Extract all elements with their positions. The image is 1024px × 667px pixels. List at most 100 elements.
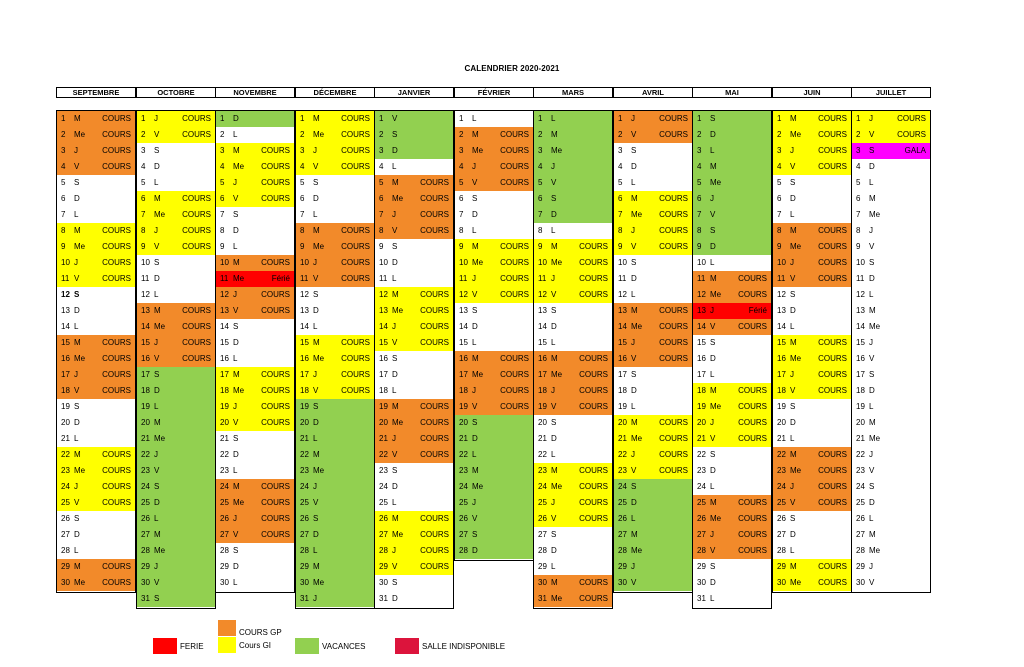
weekday-label: D <box>154 162 160 171</box>
weekday-label: L <box>154 290 159 299</box>
day-status-label: COURS <box>500 274 529 283</box>
day-number: 2 <box>697 130 702 139</box>
weekday-label: J <box>233 514 237 523</box>
day-cell: 26 S <box>57 511 135 527</box>
weekday-label: V <box>233 194 239 203</box>
day-cell: 14 Me COURS <box>137 319 215 335</box>
legend-label-vacances: VACANCES <box>322 642 366 651</box>
weekday-label: M <box>313 338 320 347</box>
day-cell: 24 J COURS <box>773 479 851 495</box>
month-column-juin: 1 M COURS 2 Me COURS 3 J COURS 4 V COURS 5 S 6 D 7 L 8 M COU… <box>772 110 852 593</box>
day-number: 2 <box>538 130 543 139</box>
day-cell: 27 Me COURS <box>375 527 453 543</box>
day-cell: 1 J COURS <box>137 111 215 127</box>
weekday-label: Me <box>869 546 881 555</box>
day-cell: 19 L <box>137 399 215 415</box>
day-cell: 28 L <box>57 543 135 559</box>
weekday-label: D <box>790 306 796 315</box>
weekday-label: V <box>154 242 160 251</box>
day-status-label: COURS <box>420 562 449 571</box>
day-number: 3 <box>379 146 384 155</box>
day-cell: 16 M COURS <box>534 351 612 367</box>
day-status-label: COURS <box>579 354 608 363</box>
weekday-label: D <box>472 434 478 443</box>
weekday-label: M <box>710 386 717 395</box>
day-cell: 3 Me <box>534 143 612 159</box>
day-number: 6 <box>618 194 623 203</box>
day-number: 28 <box>538 546 547 555</box>
day-cell: 14 Me COURS <box>614 319 692 335</box>
day-number: 8 <box>61 226 66 235</box>
weekday-label: M <box>392 402 399 411</box>
day-number: 15 <box>379 338 388 347</box>
day-cell: 2 V COURS <box>137 127 215 143</box>
weekday-label: Me <box>472 370 484 379</box>
day-status-label: COURS <box>420 338 449 347</box>
day-cell: 8 J COURS <box>614 223 692 239</box>
weekday-label: S <box>313 402 319 411</box>
weekday-label: Me <box>869 322 881 331</box>
day-number: 28 <box>61 546 70 555</box>
day-cell: 20 D <box>57 415 135 431</box>
weekday-label: Me <box>233 386 245 395</box>
day-number: 3 <box>141 146 146 155</box>
day-number: 9 <box>777 242 782 251</box>
weekday-label: J <box>631 450 635 459</box>
day-number: 16 <box>379 354 388 363</box>
day-number: 3 <box>618 146 623 155</box>
day-number: 13 <box>220 306 229 315</box>
day-cell: 13 D <box>773 303 851 319</box>
day-cell: 13 V COURS <box>216 303 294 319</box>
day-number: 1 <box>379 114 384 123</box>
day-number: 22 <box>379 450 388 459</box>
day-number: 2 <box>61 130 66 139</box>
day-number: 1 <box>220 114 225 123</box>
weekday-label: V <box>551 178 557 187</box>
day-status-label: GALA <box>904 146 926 155</box>
day-cell: 28 L <box>773 543 851 559</box>
day-status-label: COURS <box>738 498 767 507</box>
weekday-label: S <box>392 578 398 587</box>
weekday-label: V <box>869 242 875 251</box>
day-number: 21 <box>618 434 627 443</box>
weekday-label: D <box>313 530 319 539</box>
month-column-octobre: 1 J COURS 2 V COURS 3 S 4 D 5 L 6 M COURS 7 Me COURS 8 J COU… <box>136 110 216 609</box>
day-number: 21 <box>61 434 70 443</box>
day-cell: 12 Me COURS <box>693 287 771 303</box>
day-status-label: COURS <box>341 226 370 235</box>
day-number: 27 <box>777 530 786 539</box>
day-status-label: COURS <box>579 594 608 603</box>
day-cell: 21 L <box>296 431 374 447</box>
day-cell: 29 L <box>534 559 612 575</box>
weekday-label: M <box>551 354 558 363</box>
day-number: 26 <box>220 514 229 523</box>
legend-label-salle-indisponible: SALLE INDISPONIBLE <box>422 642 506 651</box>
weekday-label: D <box>551 322 557 331</box>
day-cell: 24 J COURS <box>57 479 135 495</box>
weekday-label: D <box>233 114 239 123</box>
day-status-label: COURS <box>182 354 211 363</box>
day-number: 30 <box>856 578 865 587</box>
day-cell: 11 L <box>375 271 453 287</box>
day-cell: 1 M COURS <box>296 111 374 127</box>
day-number: 1 <box>300 114 305 123</box>
day-number: 22 <box>856 450 865 459</box>
day-cell: 19 S <box>57 399 135 415</box>
day-cell: 23 D <box>693 463 771 479</box>
day-status-label: COURS <box>341 258 370 267</box>
day-status-label: COURS <box>420 402 449 411</box>
day-number: 13 <box>300 306 309 315</box>
day-status-label: COURS <box>818 226 847 235</box>
weekday-label: M <box>313 450 320 459</box>
month-column-mai: 1 S 2 D 3 L 4 M 5 Me 6 J 7 V 8 S 9 D 10 L 11 M COURS 12 Me COURS 1… <box>692 110 772 609</box>
weekday-label: L <box>869 402 874 411</box>
day-cell: 22 M COURS <box>57 447 135 463</box>
weekday-label: J <box>154 562 158 571</box>
day-number: 7 <box>459 210 464 219</box>
weekday-label: D <box>233 450 239 459</box>
day-status-label: COURS <box>818 274 847 283</box>
